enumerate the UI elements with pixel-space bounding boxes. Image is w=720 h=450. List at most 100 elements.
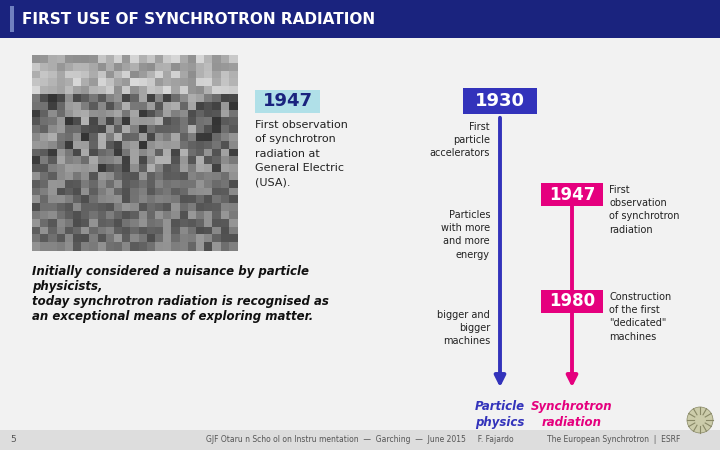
FancyBboxPatch shape xyxy=(48,195,57,204)
Text: GJF Otaru n Scho ol on Instru mentation  —  Garching  —  June 2015     F. Fajard: GJF Otaru n Scho ol on Instru mentation … xyxy=(206,436,514,445)
FancyBboxPatch shape xyxy=(40,164,49,172)
FancyBboxPatch shape xyxy=(163,148,172,157)
FancyBboxPatch shape xyxy=(57,164,66,172)
FancyBboxPatch shape xyxy=(147,117,156,126)
FancyBboxPatch shape xyxy=(196,110,204,118)
FancyBboxPatch shape xyxy=(255,90,320,113)
FancyBboxPatch shape xyxy=(40,86,49,94)
FancyBboxPatch shape xyxy=(130,234,139,243)
FancyBboxPatch shape xyxy=(106,188,114,196)
FancyBboxPatch shape xyxy=(122,164,131,172)
FancyBboxPatch shape xyxy=(114,141,122,149)
FancyBboxPatch shape xyxy=(89,117,98,126)
FancyBboxPatch shape xyxy=(81,86,90,94)
FancyBboxPatch shape xyxy=(196,172,204,180)
FancyBboxPatch shape xyxy=(130,227,139,235)
FancyBboxPatch shape xyxy=(65,133,73,141)
FancyBboxPatch shape xyxy=(163,203,172,212)
FancyBboxPatch shape xyxy=(122,86,131,94)
FancyBboxPatch shape xyxy=(89,164,98,172)
FancyBboxPatch shape xyxy=(32,125,41,134)
FancyBboxPatch shape xyxy=(220,227,229,235)
FancyBboxPatch shape xyxy=(147,78,156,87)
FancyBboxPatch shape xyxy=(155,148,163,157)
FancyBboxPatch shape xyxy=(229,86,238,94)
FancyBboxPatch shape xyxy=(171,133,180,141)
FancyBboxPatch shape xyxy=(106,148,114,157)
FancyBboxPatch shape xyxy=(48,219,57,227)
FancyBboxPatch shape xyxy=(147,211,156,219)
FancyBboxPatch shape xyxy=(106,195,114,204)
FancyBboxPatch shape xyxy=(220,71,229,79)
FancyBboxPatch shape xyxy=(122,71,131,79)
FancyBboxPatch shape xyxy=(196,234,204,243)
FancyBboxPatch shape xyxy=(48,55,57,63)
FancyBboxPatch shape xyxy=(98,242,107,251)
FancyBboxPatch shape xyxy=(57,219,66,227)
FancyBboxPatch shape xyxy=(57,102,66,110)
FancyBboxPatch shape xyxy=(32,227,41,235)
FancyBboxPatch shape xyxy=(188,117,197,126)
FancyBboxPatch shape xyxy=(106,117,114,126)
FancyBboxPatch shape xyxy=(155,242,163,251)
FancyBboxPatch shape xyxy=(138,102,148,110)
FancyBboxPatch shape xyxy=(179,157,189,165)
FancyBboxPatch shape xyxy=(57,157,66,165)
FancyBboxPatch shape xyxy=(204,188,213,196)
FancyBboxPatch shape xyxy=(130,71,139,79)
Text: First
observation
of synchrotron
radiation: First observation of synchrotron radiati… xyxy=(609,185,680,234)
FancyBboxPatch shape xyxy=(65,242,73,251)
FancyBboxPatch shape xyxy=(130,157,139,165)
FancyBboxPatch shape xyxy=(171,180,180,188)
FancyBboxPatch shape xyxy=(73,102,81,110)
Text: The European Synchrotron  |  ESRF: The European Synchrotron | ESRF xyxy=(546,436,680,445)
FancyBboxPatch shape xyxy=(122,180,131,188)
FancyBboxPatch shape xyxy=(204,234,213,243)
FancyBboxPatch shape xyxy=(179,86,189,94)
FancyBboxPatch shape xyxy=(147,188,156,196)
FancyBboxPatch shape xyxy=(147,195,156,204)
FancyBboxPatch shape xyxy=(229,125,238,134)
FancyBboxPatch shape xyxy=(179,180,189,188)
FancyBboxPatch shape xyxy=(73,94,81,102)
FancyBboxPatch shape xyxy=(212,55,221,63)
FancyBboxPatch shape xyxy=(32,188,41,196)
FancyBboxPatch shape xyxy=(204,203,213,212)
FancyBboxPatch shape xyxy=(171,188,180,196)
FancyBboxPatch shape xyxy=(48,102,57,110)
FancyBboxPatch shape xyxy=(40,63,49,71)
FancyBboxPatch shape xyxy=(32,211,41,219)
FancyBboxPatch shape xyxy=(171,195,180,204)
FancyBboxPatch shape xyxy=(220,117,229,126)
FancyBboxPatch shape xyxy=(171,172,180,180)
Text: physicists,: physicists, xyxy=(32,280,102,293)
FancyBboxPatch shape xyxy=(32,172,41,180)
FancyBboxPatch shape xyxy=(188,234,197,243)
FancyBboxPatch shape xyxy=(114,227,122,235)
FancyBboxPatch shape xyxy=(65,227,73,235)
FancyBboxPatch shape xyxy=(138,157,148,165)
FancyBboxPatch shape xyxy=(114,148,122,157)
FancyBboxPatch shape xyxy=(81,117,90,126)
FancyBboxPatch shape xyxy=(65,125,73,134)
FancyBboxPatch shape xyxy=(32,242,41,251)
FancyBboxPatch shape xyxy=(130,63,139,71)
FancyBboxPatch shape xyxy=(188,110,197,118)
FancyBboxPatch shape xyxy=(171,148,180,157)
FancyBboxPatch shape xyxy=(188,133,197,141)
FancyBboxPatch shape xyxy=(98,94,107,102)
Text: 1947: 1947 xyxy=(263,93,312,111)
FancyBboxPatch shape xyxy=(106,227,114,235)
FancyBboxPatch shape xyxy=(179,102,189,110)
FancyBboxPatch shape xyxy=(229,71,238,79)
FancyBboxPatch shape xyxy=(204,63,213,71)
FancyBboxPatch shape xyxy=(48,211,57,219)
FancyBboxPatch shape xyxy=(81,172,90,180)
FancyBboxPatch shape xyxy=(98,172,107,180)
FancyBboxPatch shape xyxy=(65,164,73,172)
FancyBboxPatch shape xyxy=(106,141,114,149)
FancyBboxPatch shape xyxy=(220,86,229,94)
FancyBboxPatch shape xyxy=(138,242,148,251)
FancyBboxPatch shape xyxy=(114,117,122,126)
FancyBboxPatch shape xyxy=(463,88,537,114)
